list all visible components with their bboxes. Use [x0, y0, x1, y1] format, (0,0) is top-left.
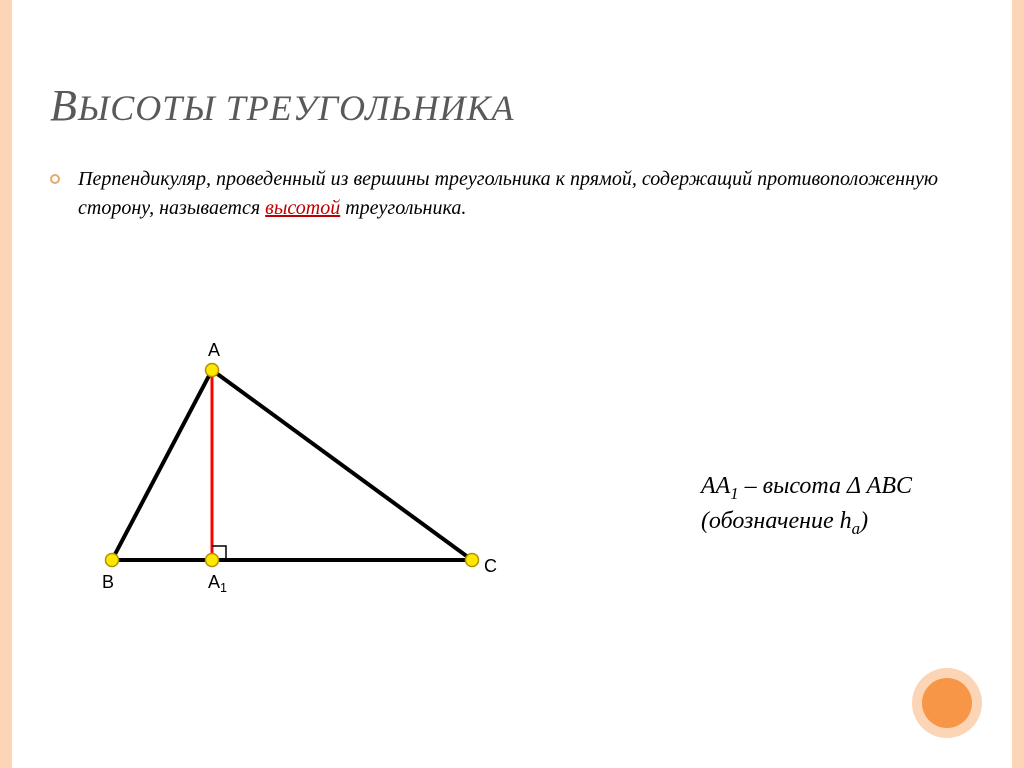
- definition-post: треугольника.: [340, 197, 466, 219]
- triangle-diagram: A B C A1: [72, 320, 532, 620]
- formula-line-1: AA1 – высота Δ ABC: [701, 470, 912, 505]
- triangle-svg: A B C A1: [72, 320, 532, 620]
- title-first-char: В: [50, 81, 78, 130]
- slide-title: ВЫСОТЫ ТРЕУГОЛЬНИКА: [50, 80, 515, 131]
- formula-block: AA1 – высота Δ ABC (обозначение ha): [701, 470, 912, 541]
- bullet-icon: [50, 174, 60, 184]
- slide: ВЫСОТЫ ТРЕУГОЛЬНИКА Перпендикуляр, прове…: [0, 0, 1024, 768]
- title-rest: ЫСОТЫ ТРЕУГОЛЬНИКА: [78, 88, 515, 128]
- svg-text:B: B: [102, 572, 114, 592]
- definition-term: высотой: [265, 197, 340, 219]
- decor-circle-icon: [912, 668, 982, 738]
- svg-text:C: C: [484, 556, 497, 576]
- definition-block: Перпендикуляр, проведенный из вершины тр…: [50, 165, 962, 223]
- definition-text: Перпендикуляр, проведенный из вершины тр…: [78, 165, 962, 223]
- definition-pre: Перпендикуляр, проведенный из вершины тр…: [78, 168, 938, 219]
- svg-text:A1: A1: [208, 572, 227, 595]
- svg-text:A: A: [208, 340, 220, 360]
- formula-line-2: (обозначение ha): [701, 505, 912, 540]
